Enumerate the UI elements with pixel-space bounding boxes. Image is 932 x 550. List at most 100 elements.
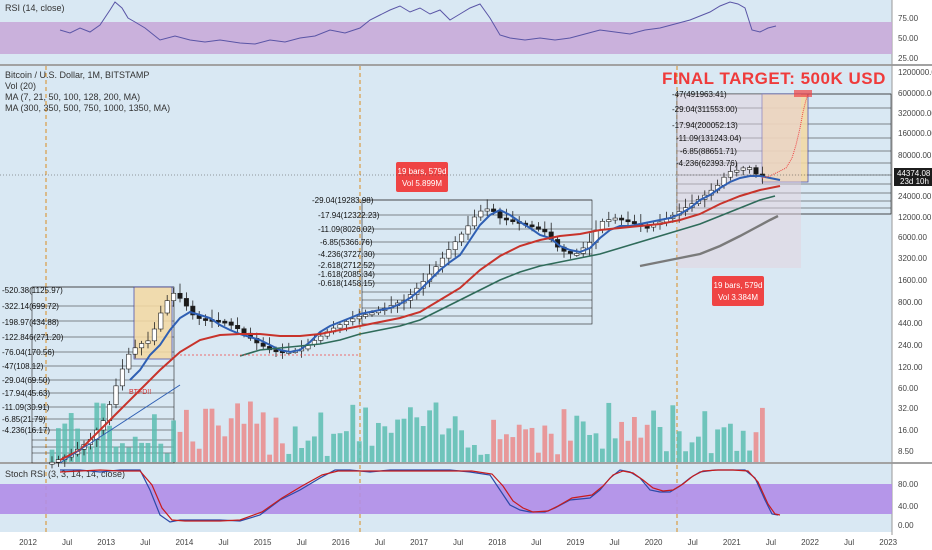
time-tick-label: 2023 bbox=[879, 538, 897, 547]
volume-bar bbox=[49, 449, 55, 462]
volume-bar bbox=[363, 407, 368, 462]
volume-bar bbox=[177, 431, 183, 462]
projection-zone bbox=[677, 94, 801, 268]
volume-bar bbox=[331, 433, 336, 462]
volume-bar bbox=[446, 428, 452, 462]
candle bbox=[529, 224, 535, 228]
candle bbox=[542, 229, 548, 233]
volume-bar bbox=[280, 443, 285, 462]
candle bbox=[439, 257, 445, 267]
volume-bar bbox=[152, 414, 157, 462]
price-tick-label: 12000.00 bbox=[898, 213, 932, 222]
candle bbox=[145, 340, 151, 344]
candle bbox=[484, 208, 490, 212]
svg-text:-6.85(21.79): -6.85(21.79) bbox=[2, 415, 46, 424]
svg-text:-0.618(1458.15): -0.618(1458.15) bbox=[318, 279, 375, 288]
volume-bar bbox=[395, 419, 400, 462]
volume-bar bbox=[209, 408, 215, 462]
price-tick-label: 1200000.00 bbox=[898, 68, 932, 77]
candle bbox=[625, 219, 631, 223]
volume-bar bbox=[721, 427, 727, 462]
svg-text:-4.236(3727.30): -4.236(3727.30) bbox=[318, 250, 375, 259]
last-price-value: 44374.08 bbox=[897, 169, 931, 178]
volume-bar bbox=[747, 450, 752, 462]
volume-bar bbox=[318, 412, 324, 462]
candle bbox=[190, 305, 196, 316]
volume-bar bbox=[740, 430, 746, 462]
svg-text:Vol 5.899M: Vol 5.899M bbox=[402, 179, 442, 188]
time-tick-label: 2019 bbox=[567, 538, 585, 547]
svg-text:-6.85(88651.71): -6.85(88651.71) bbox=[680, 147, 737, 156]
svg-text:-1.618(2085.34): -1.618(2085.34) bbox=[318, 270, 375, 279]
svg-text:19 bars, 579d: 19 bars, 579d bbox=[714, 281, 763, 290]
volume-bar bbox=[184, 409, 189, 462]
candle bbox=[318, 335, 324, 341]
svg-text:-29.04(19283.98): -29.04(19283.98) bbox=[312, 196, 374, 205]
svg-text:-4.236(16.17): -4.236(16.17) bbox=[2, 426, 50, 435]
time-tick-label: 2017 bbox=[410, 538, 428, 547]
volume-bar bbox=[715, 429, 720, 462]
candle bbox=[574, 253, 580, 256]
candle bbox=[55, 459, 61, 463]
volume-bar bbox=[696, 436, 701, 462]
volume-bar bbox=[286, 453, 292, 462]
time-tick-label: Jul bbox=[375, 538, 385, 547]
fib-labels-middle: -29.04(19283.98) -17.94(12322.23) -11.09… bbox=[312, 196, 380, 288]
svg-text:-4.236(62393.76): -4.236(62393.76) bbox=[676, 159, 738, 168]
candle bbox=[363, 314, 369, 317]
volume-bar bbox=[158, 443, 164, 462]
candle bbox=[113, 385, 119, 405]
time-tick-label: Jul bbox=[140, 538, 150, 547]
candle bbox=[478, 210, 484, 218]
candle bbox=[132, 347, 138, 355]
time-axis: 2012 Jul 2013 Jul 2014 Jul 2015 Jul 2016 Jul 2017 J… bbox=[19, 538, 898, 547]
candle bbox=[753, 167, 759, 175]
volume-bar bbox=[548, 433, 554, 462]
candle bbox=[740, 167, 746, 171]
candle bbox=[459, 233, 465, 243]
volume-bar bbox=[561, 409, 567, 462]
volume-bar bbox=[344, 431, 349, 462]
candle bbox=[203, 318, 209, 321]
time-tick-label: Jul bbox=[609, 538, 619, 547]
time-tick-label: 2018 bbox=[488, 538, 506, 547]
candle bbox=[273, 349, 279, 353]
price-axis: 1200000.00 600000.00 320000.00 160000.00 800… bbox=[898, 68, 932, 456]
volume-bar bbox=[164, 453, 170, 462]
volume-bar bbox=[651, 410, 656, 462]
stoch-band bbox=[0, 484, 892, 514]
volume-bar bbox=[376, 422, 381, 462]
time-tick-label: 2012 bbox=[19, 538, 37, 547]
candle bbox=[535, 226, 541, 230]
volume-bar bbox=[587, 434, 592, 462]
time-tick-label: Jul bbox=[688, 538, 698, 547]
volume-bar bbox=[120, 443, 125, 462]
price-tick-label: 24000.00 bbox=[898, 192, 932, 201]
volume-bar bbox=[68, 413, 74, 462]
legend-ma-1: MA (7, 21, 50, 100, 128, 200, MA) bbox=[5, 92, 140, 102]
svg-text:-17.94(12322.23): -17.94(12322.23) bbox=[318, 211, 380, 220]
price-tick-label: 320000.00 bbox=[898, 109, 932, 118]
volume-bar bbox=[523, 429, 528, 462]
volume-bar bbox=[88, 446, 93, 462]
volume-bar bbox=[568, 440, 573, 462]
candle bbox=[164, 300, 170, 314]
volume-bar bbox=[580, 421, 586, 462]
volume-bar bbox=[606, 402, 612, 462]
volume-bar bbox=[491, 419, 496, 462]
volume-bar bbox=[638, 437, 644, 462]
volume-bar bbox=[440, 434, 445, 462]
volume-bar bbox=[753, 432, 759, 462]
volume-bar bbox=[260, 412, 266, 462]
candle bbox=[171, 292, 177, 301]
volume-bar bbox=[382, 426, 388, 462]
volume-bar bbox=[241, 423, 247, 462]
stoch-tick: 0.00 bbox=[898, 521, 914, 530]
projection-path bbox=[761, 93, 809, 179]
price-tick-label: 160000.00 bbox=[898, 129, 932, 138]
svg-text:-6.85(5366.76): -6.85(5366.76) bbox=[320, 238, 373, 247]
volume-bar bbox=[62, 423, 68, 462]
volume-bar bbox=[555, 454, 560, 462]
candle bbox=[139, 343, 145, 349]
